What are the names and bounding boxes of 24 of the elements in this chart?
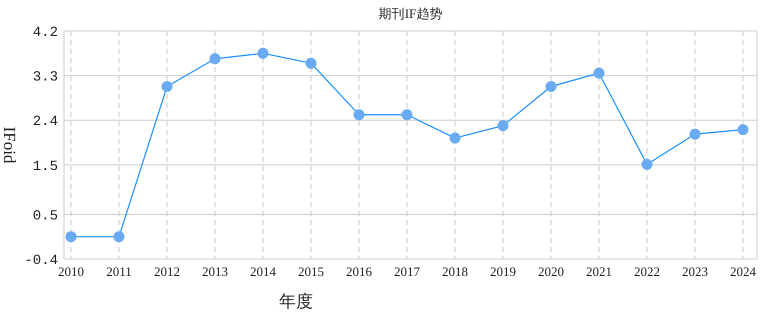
- x-tick-label: 2017: [394, 264, 420, 279]
- y-tick-label: 0.5: [32, 208, 58, 224]
- x-tick-label: 2014: [250, 264, 276, 279]
- x-tick-label: 2013: [202, 264, 228, 279]
- y-tick-label: 1.5: [32, 158, 58, 175]
- y-tick-label: -0.4: [24, 253, 58, 269]
- y-tick-label: 4.2: [32, 25, 58, 41]
- x-tick-label: 2016: [346, 264, 372, 279]
- x-axis-title: 年度: [279, 292, 313, 311]
- x-tick-label: 2018: [442, 264, 468, 279]
- x-tick-label: 2011: [106, 264, 132, 279]
- y-axis-title: IFoid: [0, 126, 19, 164]
- x-tick-label: 2010: [58, 264, 84, 279]
- x-tick-label: 2023: [682, 264, 708, 279]
- x-tick-label: 2015: [298, 264, 324, 279]
- x-tick-label: 2022: [634, 264, 660, 279]
- x-tick-label: 2021: [586, 264, 612, 279]
- chart-title: 期刊IF趋势: [378, 6, 442, 21]
- x-tick-label: 2020: [538, 264, 564, 279]
- y-tick-label: 2.4: [32, 114, 58, 130]
- x-tick-label: 2019: [490, 264, 516, 279]
- x-tick-label: 2012: [154, 264, 180, 279]
- x-tick-label: 2024: [730, 264, 756, 279]
- y-tick-label: 3.3: [32, 70, 58, 86]
